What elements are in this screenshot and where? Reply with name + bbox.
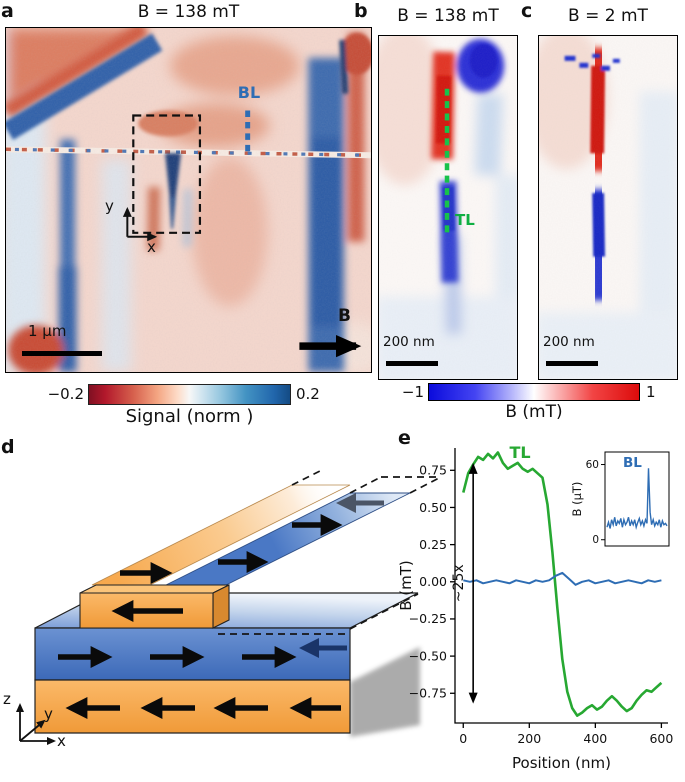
top-box-end-face	[212, 584, 230, 629]
scalebar-c-label: 200 nm	[543, 334, 595, 350]
y-tick-label: 0.50	[419, 500, 447, 515]
bl-line-label: BL	[237, 83, 261, 102]
x-axis-title: Position (nm)	[512, 754, 611, 772]
colorbar-bc-min: −1	[401, 383, 424, 401]
roi-dashed-box	[132, 114, 202, 234]
x-tick-label: 0	[459, 731, 467, 746]
colorbar-bc	[428, 383, 640, 401]
panel-e-chart: 0.75 0.50 0.25 0.00 −0.25 −0.50 −0.75 0 200 400 60…	[398, 443, 673, 772]
colorbar-a-min: −0.2	[47, 385, 84, 403]
tl-line-label: TL	[455, 211, 475, 229]
panel-a-title: B = 138 mT	[137, 2, 240, 22]
series-BL	[463, 571, 662, 586]
colorbar-bc-title: B (mT)	[505, 402, 563, 422]
inset-bl-label: BL	[623, 455, 642, 471]
shadow	[350, 647, 420, 737]
scalebar-a-label: 1 μm	[28, 322, 67, 340]
heatmap-b-image	[379, 36, 517, 379]
x-axis-label: x	[147, 238, 156, 256]
schematic-3d	[16, 469, 442, 745]
colorbar-a-max: 0.2	[296, 385, 320, 403]
coordinate-axes	[16, 703, 56, 745]
colorbar-a-title: Signal (norm )	[125, 406, 254, 427]
panel-a-label: a	[1, 0, 14, 22]
ratio-annotation: ~25x	[451, 564, 467, 602]
field-label: B	[338, 306, 351, 326]
scalebar-b	[386, 361, 438, 366]
x-tick-label: 400	[583, 731, 607, 746]
panel-a-heatmap: BL y x 1 μm B	[5, 27, 372, 373]
y-tick-label: 0.25	[419, 537, 447, 552]
series-TL	[462, 451, 663, 717]
scalebar-a	[22, 351, 102, 356]
colorbar-a	[88, 384, 291, 405]
panel-b-label: b	[354, 0, 368, 22]
y-tick-label: −0.50	[409, 648, 447, 663]
panel-c-heatmap: 200 nm	[538, 35, 678, 380]
panel-d-label: d	[1, 436, 15, 458]
middle-layer-front-face	[34, 627, 351, 681]
y-tick-label: −0.25	[409, 611, 447, 626]
y-tick-label: −0.75	[409, 686, 447, 701]
panel-b-heatmap: TL 200 nm	[378, 35, 518, 380]
scalebar-c	[546, 361, 598, 366]
hidden-edge-dashed-lines	[218, 469, 442, 635]
inset-box	[604, 451, 670, 547]
y-axis-label-3d: y	[44, 705, 53, 723]
colorbar-bc-max: 1	[646, 383, 656, 401]
panel-d-schematic: z y x	[0, 445, 450, 782]
panel-e-label: e	[398, 427, 411, 449]
x-tick-label: 200	[517, 731, 541, 746]
tl-curve-label: TL	[509, 443, 530, 462]
magnetization-arrows	[58, 514, 343, 719]
z-axis-label: z	[3, 690, 11, 708]
x-tick-label: 600	[649, 731, 673, 746]
y-axis-label: y	[105, 197, 114, 215]
heatmap-a-image	[6, 28, 371, 372]
y-tick-label: 0.00	[419, 574, 447, 589]
inset-y-axis-title: B (μT)	[570, 482, 584, 517]
axes-spines	[454, 448, 668, 724]
top-box-top-face	[79, 584, 230, 594]
x-axis-label-3d: x	[57, 732, 66, 750]
y-axis-title: B (mT)	[398, 560, 415, 611]
inset-tick-label: 0	[592, 534, 599, 546]
inset-series-BL	[606, 468, 668, 530]
panel-c-label: c	[521, 0, 533, 22]
heatmap-c-image	[539, 36, 677, 379]
scalebar-b-label: 200 nm	[383, 334, 435, 350]
y-tick-label: 0.75	[419, 463, 447, 478]
inset-tick-label: 60	[586, 459, 599, 471]
panel-c-title: B = 2 mT	[568, 6, 648, 26]
panel-b-title: B = 138 mT	[397, 6, 499, 26]
